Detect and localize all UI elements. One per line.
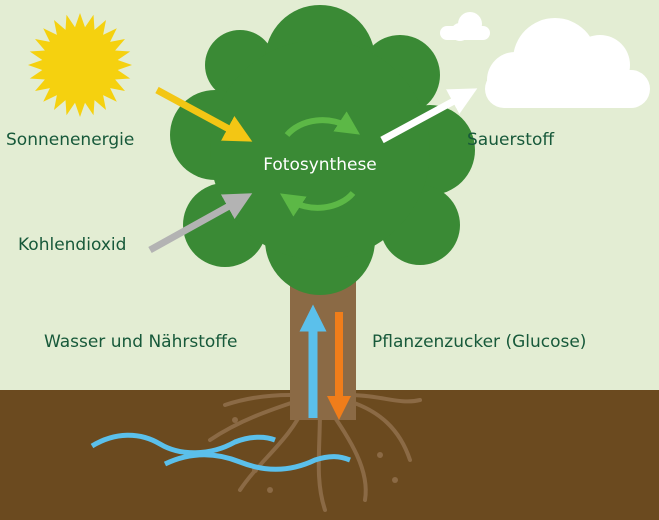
label-sugar: Pflanzenzucker (Glucose) <box>372 332 586 352</box>
label-sun: Sonnenenergie <box>6 130 134 150</box>
label-process: Fotosynthese <box>263 155 377 175</box>
sun <box>28 13 132 117</box>
sun-rays <box>28 13 132 117</box>
label-oxygen: Sauerstoff <box>467 130 555 150</box>
canopy <box>170 5 475 295</box>
diagram: Sonnenenergie Fotosynthese Sauerstoff Ko… <box>0 0 659 520</box>
label-water: Wasser und Nährstoffe <box>44 332 237 352</box>
label-co2: Kohlendioxid <box>18 235 126 255</box>
